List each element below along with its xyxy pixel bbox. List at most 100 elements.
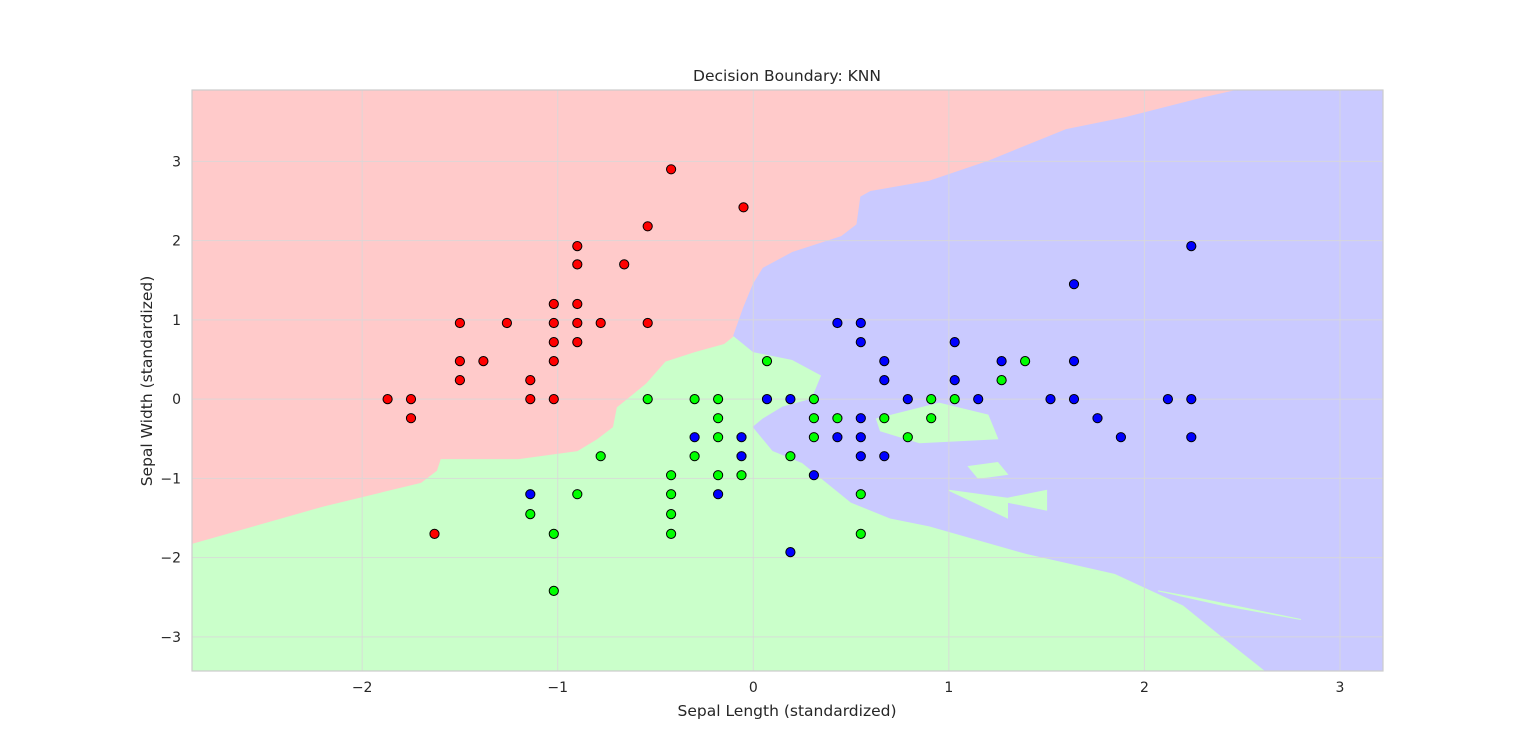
data-point-green	[666, 528, 677, 540]
y-tick-label: −3	[160, 630, 181, 646]
data-point-blue	[1186, 432, 1197, 443]
data-point-green	[666, 470, 677, 481]
data-point-blue	[973, 394, 984, 405]
data-point-blue	[855, 432, 866, 443]
data-point-blue	[1068, 356, 1080, 367]
data-point-red	[595, 317, 606, 329]
data-point-blue	[1068, 394, 1080, 405]
data-point-red	[454, 317, 465, 329]
y-tick-label: 1	[172, 313, 181, 329]
x-axis-label: Sepal Length (standardized)	[678, 702, 897, 720]
data-point-green	[926, 394, 937, 405]
data-point-red	[642, 317, 653, 329]
data-point-blue	[1068, 279, 1080, 290]
x-tick-label: 2	[1140, 680, 1149, 696]
data-point-red	[548, 394, 559, 405]
y-tick-label: 2	[172, 234, 181, 250]
data-point-blue	[689, 432, 700, 443]
data-point-red	[619, 259, 630, 270]
x-tick-label: 0	[749, 680, 758, 696]
data-point-green	[808, 394, 820, 405]
x-tick-label: 1	[944, 680, 953, 696]
data-point-red	[642, 221, 653, 232]
data-point-green	[855, 528, 866, 540]
data-point-red	[405, 394, 417, 405]
data-point-blue	[855, 317, 866, 329]
data-point-blue	[808, 470, 820, 481]
data-point-red	[454, 356, 465, 367]
data-point-blue	[879, 375, 890, 386]
data-point-green	[666, 508, 677, 520]
data-point-red	[382, 394, 393, 405]
data-point-green	[996, 375, 1007, 386]
data-point-red	[548, 337, 559, 348]
data-point-green	[902, 432, 913, 443]
data-point-green	[595, 451, 606, 462]
data-point-blue	[902, 394, 913, 405]
points-layer	[382, 164, 1197, 597]
data-point-red	[548, 356, 559, 367]
data-point-blue	[1162, 394, 1174, 405]
data-point-green	[572, 489, 583, 500]
x-tick-label: −2	[352, 680, 373, 696]
data-point-blue	[855, 337, 866, 348]
data-point-red	[405, 413, 417, 424]
data-point-blue	[785, 394, 796, 405]
data-point-green	[808, 413, 820, 424]
plot-area	[192, 90, 1383, 671]
data-point-blue	[1186, 241, 1197, 252]
data-point-blue	[996, 356, 1007, 367]
data-point-green	[525, 508, 536, 520]
data-point-red	[478, 356, 489, 367]
y-tick-label: −1	[160, 471, 181, 487]
data-point-blue	[785, 547, 796, 558]
data-point-green	[666, 489, 677, 500]
data-point-green	[548, 528, 559, 540]
plot-frame	[191, 89, 1384, 672]
data-point-blue	[832, 317, 843, 329]
regions-layer	[192, 90, 1383, 671]
data-point-green	[926, 413, 937, 424]
data-point-blue	[713, 489, 724, 500]
data-point-blue	[1115, 432, 1127, 443]
data-point-green	[785, 451, 796, 462]
region-island-green	[1157, 590, 1302, 620]
data-point-red	[548, 317, 559, 329]
data-point-blue	[832, 432, 843, 443]
data-point-blue	[761, 394, 773, 405]
data-point-red	[525, 375, 536, 386]
data-point-green	[689, 394, 700, 405]
data-point-green	[713, 413, 724, 424]
data-point-red	[548, 298, 559, 310]
y-tick-label: −2	[160, 551, 181, 567]
x-tick-label: −1	[547, 680, 568, 696]
data-point-blue	[1045, 394, 1056, 405]
data-point-blue	[949, 337, 960, 348]
data-point-green	[736, 470, 747, 481]
data-point-blue	[1092, 413, 1103, 424]
data-point-red	[572, 337, 583, 348]
data-point-green	[1020, 356, 1031, 367]
data-point-blue	[736, 432, 747, 443]
data-point-blue	[1186, 394, 1197, 405]
data-point-green	[761, 356, 773, 367]
data-point-blue	[879, 451, 890, 462]
data-point-green	[949, 394, 960, 405]
data-point-green	[855, 489, 866, 500]
region-blue	[733, 90, 1383, 671]
data-point-red	[738, 202, 749, 213]
data-point-red	[572, 298, 583, 310]
data-point-green	[808, 432, 820, 443]
data-point-blue	[855, 413, 866, 424]
data-point-blue	[949, 375, 960, 386]
y-tick-labels: −3 −2 −1 0 1 2 3	[160, 154, 181, 646]
region-island-green	[948, 489, 1048, 519]
data-point-green	[713, 470, 724, 481]
y-axis-label: Sepal Width (standardized)	[138, 276, 156, 487]
data-point-red	[525, 394, 536, 405]
data-point-red	[454, 375, 465, 386]
data-point-red	[501, 317, 512, 329]
data-point-green	[548, 585, 559, 597]
data-point-red	[666, 164, 677, 175]
